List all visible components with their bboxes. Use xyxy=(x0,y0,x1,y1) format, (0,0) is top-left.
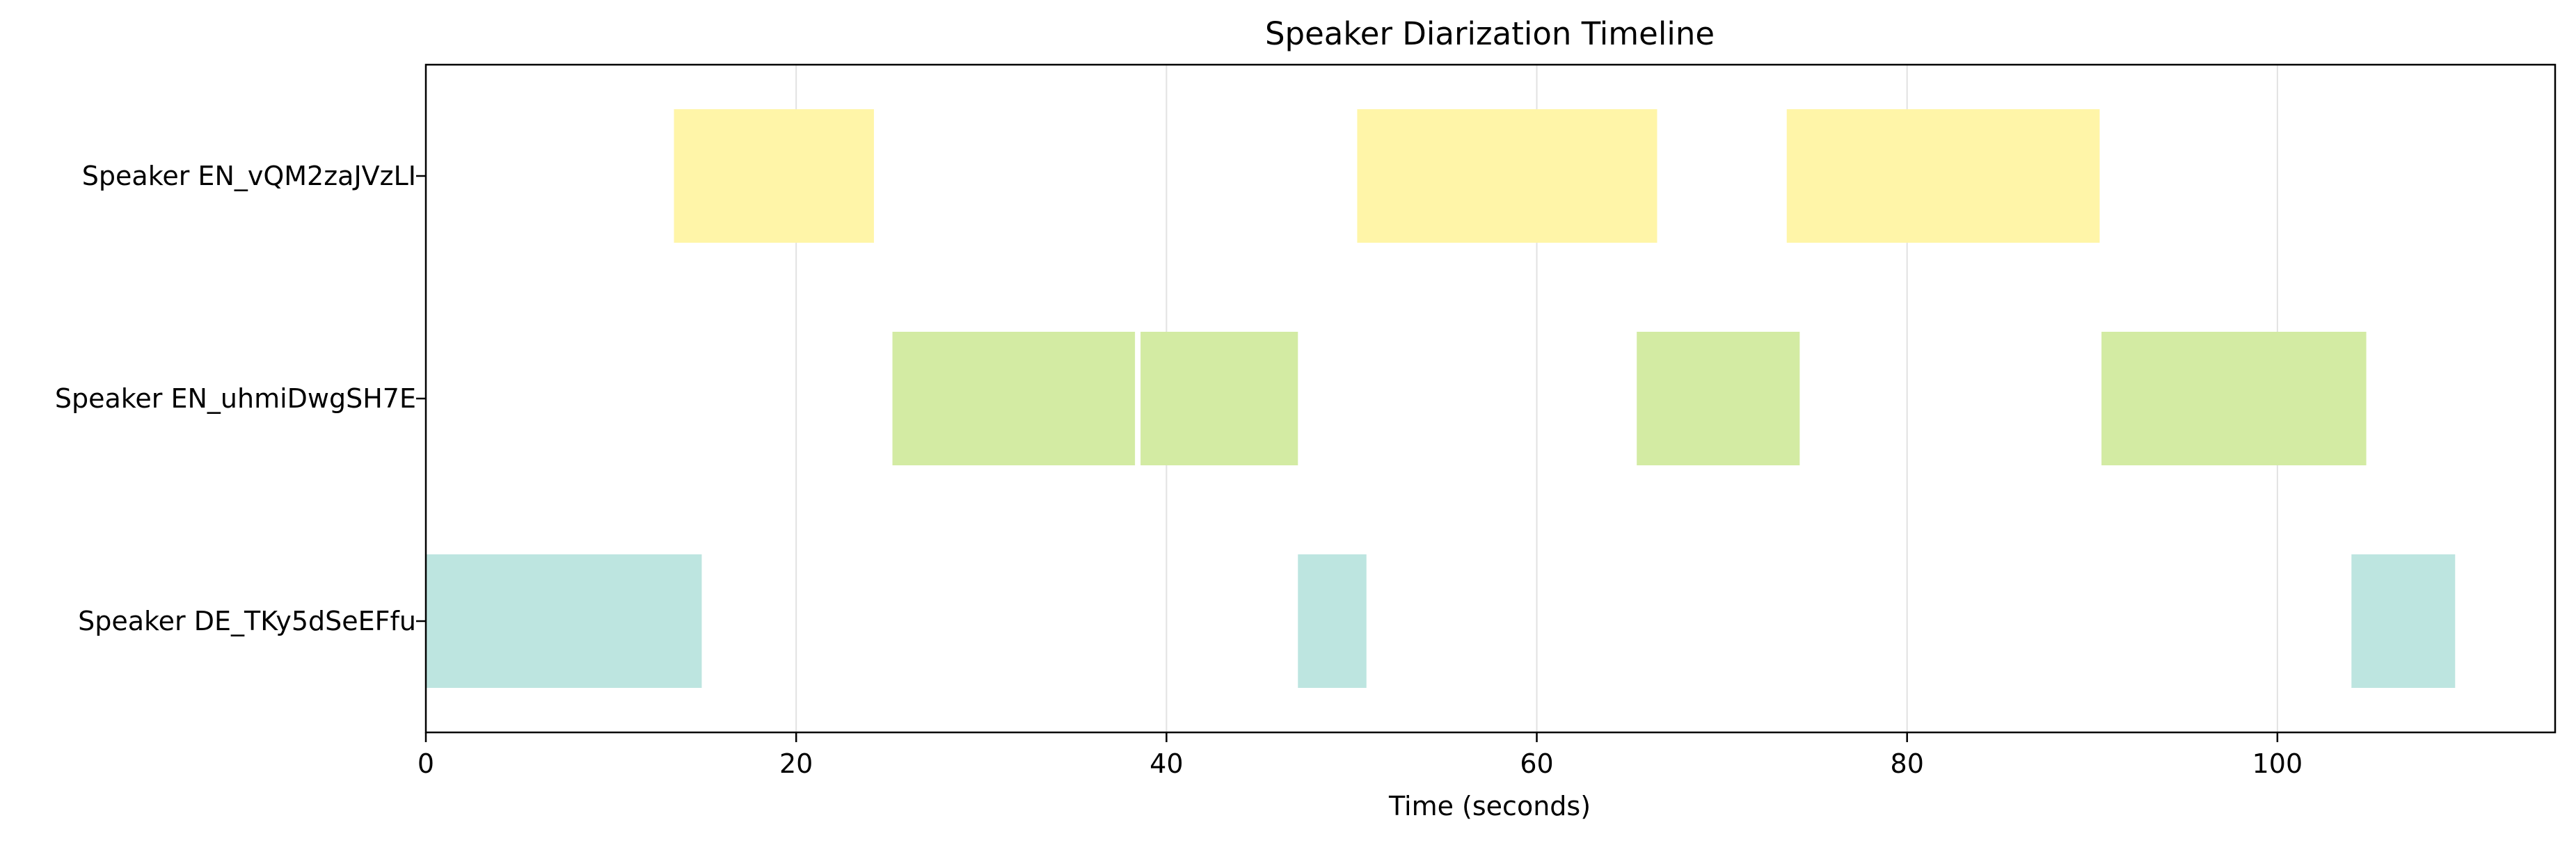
speaker-label: Speaker EN_vQM2zaJVzLI xyxy=(82,161,416,191)
x-tick-label: 80 xyxy=(1891,748,1924,779)
chart-title: Speaker Diarization Timeline xyxy=(1265,15,1715,52)
x-tick-label: 60 xyxy=(1520,748,1553,779)
speaker-segment xyxy=(1637,332,1800,465)
x-tick-label: 40 xyxy=(1150,748,1183,779)
speaker-segment xyxy=(892,332,1136,465)
speaker-segment xyxy=(1298,554,1367,688)
x-tick-label: 0 xyxy=(418,748,434,779)
speaker-segment xyxy=(426,554,702,688)
x-tick-label: 20 xyxy=(779,748,813,779)
speaker-segment xyxy=(1786,109,2100,243)
y-axis-ticks: Speaker EN_vQM2zaJVzLI Speaker EN_uhmiDwg… xyxy=(55,161,426,636)
x-axis-label: Time (seconds) xyxy=(1388,791,1591,821)
x-axis-ticks: 0 20 40 60 80 100 xyxy=(418,732,2303,779)
speaker-segment xyxy=(2101,332,2367,465)
segments-layer xyxy=(426,109,2456,688)
speaker-label: Speaker DE_TKy5dSeEFfu xyxy=(78,606,416,636)
x-tick-label: 100 xyxy=(2252,748,2303,779)
speaker-segment xyxy=(1140,332,1298,465)
speaker-segment xyxy=(674,109,874,243)
speaker-label: Speaker EN_uhmiDwgSH7E xyxy=(55,383,416,414)
speaker-segment xyxy=(1357,109,1657,243)
speaker-segment xyxy=(2351,554,2456,688)
